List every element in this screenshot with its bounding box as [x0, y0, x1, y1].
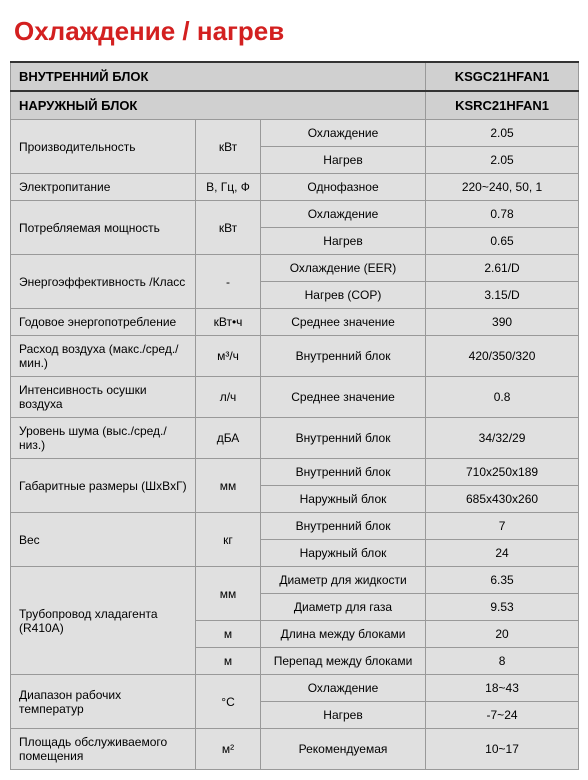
- cell-value: 0.78: [426, 201, 579, 228]
- cell-desc: Среднее значение: [261, 309, 426, 336]
- cell-value: 9.53: [426, 594, 579, 621]
- cell-desc: Внутренний блок: [261, 336, 426, 377]
- cell-desc: Диаметр для газа: [261, 594, 426, 621]
- cell-value: 710x250x189: [426, 459, 579, 486]
- cell-unit: кВт: [196, 201, 261, 255]
- cell-unit: кг: [196, 513, 261, 567]
- cell-label: Диапазон рабочих температур: [11, 675, 196, 729]
- cell-desc: Наружный блок: [261, 540, 426, 567]
- cell-value: 390: [426, 309, 579, 336]
- table-row: Производительность кВт Охлаждение 2.05: [11, 120, 579, 147]
- cell-label: Габаритные размеры (ШxВxГ): [11, 459, 196, 513]
- cell-unit: м³/ч: [196, 336, 261, 377]
- table-row: Площадь обслуживаемого помещения м² Реко…: [11, 729, 579, 770]
- cell-label: Площадь обслуживаемого помещения: [11, 729, 196, 770]
- table-row: Диапазон рабочих температур °С Охлаждени…: [11, 675, 579, 702]
- cell-desc: Нагрев: [261, 702, 426, 729]
- table-row: Трубопровод хладагента (R410A) мм Диамет…: [11, 567, 579, 594]
- indoor-unit-label: ВНУТРЕННИЙ БЛОК: [11, 62, 426, 91]
- cell-label: Энергоэффективность /Класс: [11, 255, 196, 309]
- cell-value: 8: [426, 648, 579, 675]
- page-title: Охлаждение / нагрев: [14, 16, 578, 47]
- cell-desc: Рекомендуемая: [261, 729, 426, 770]
- table-row: ВНУТРЕННИЙ БЛОК KSGC21HFAN1: [11, 62, 579, 91]
- cell-desc: Наружный блок: [261, 486, 426, 513]
- cell-value: 3.15/D: [426, 282, 579, 309]
- cell-desc: Среднее значение: [261, 377, 426, 418]
- table-row: Годовое энергопотребление кВт•ч Среднее …: [11, 309, 579, 336]
- cell-unit: мм: [196, 567, 261, 621]
- cell-label: Вес: [11, 513, 196, 567]
- table-row: Интенсивность осушки воздуха л/ч Среднее…: [11, 377, 579, 418]
- cell-value: 0.8: [426, 377, 579, 418]
- cell-label: Уровень шума (выс./сред./низ.): [11, 418, 196, 459]
- cell-desc: Перепад между блоками: [261, 648, 426, 675]
- cell-desc: Однофазное: [261, 174, 426, 201]
- cell-value: 2.61/D: [426, 255, 579, 282]
- outdoor-unit-label: НАРУЖНЫЙ БЛОК: [11, 91, 426, 120]
- cell-unit: л/ч: [196, 377, 261, 418]
- cell-label: Расход воздуха (макс./сред./мин.): [11, 336, 196, 377]
- cell-value: 20: [426, 621, 579, 648]
- cell-value: 24: [426, 540, 579, 567]
- table-row: Электропитание В, Гц, Ф Однофазное 220~2…: [11, 174, 579, 201]
- cell-desc: Охлаждение (EER): [261, 255, 426, 282]
- table-row: Расход воздуха (макс./сред./мин.) м³/ч В…: [11, 336, 579, 377]
- cell-value: 2.05: [426, 147, 579, 174]
- cell-value: 0.65: [426, 228, 579, 255]
- table-row: Энергоэффективность /Класс - Охлаждение …: [11, 255, 579, 282]
- cell-label: Электропитание: [11, 174, 196, 201]
- cell-desc: Внутренний блок: [261, 418, 426, 459]
- cell-value: 420/350/320: [426, 336, 579, 377]
- cell-label: Интенсивность осушки воздуха: [11, 377, 196, 418]
- cell-value: 18~43: [426, 675, 579, 702]
- cell-unit: мм: [196, 459, 261, 513]
- cell-desc: Внутренний блок: [261, 459, 426, 486]
- cell-unit: -: [196, 255, 261, 309]
- table-row: НАРУЖНЫЙ БЛОК KSRC21HFAN1: [11, 91, 579, 120]
- cell-unit: В, Гц, Ф: [196, 174, 261, 201]
- cell-desc: Нагрев: [261, 147, 426, 174]
- cell-value: 220~240, 50, 1: [426, 174, 579, 201]
- cell-desc: Диаметр для жидкости: [261, 567, 426, 594]
- cell-label: Производительность: [11, 120, 196, 174]
- cell-unit: м: [196, 621, 261, 648]
- cell-value: 7: [426, 513, 579, 540]
- cell-unit: м²: [196, 729, 261, 770]
- cell-unit: кВт: [196, 120, 261, 174]
- table-row: Уровень шума (выс./сред./низ.) дБА Внутр…: [11, 418, 579, 459]
- cell-value: -7~24: [426, 702, 579, 729]
- spec-table: ВНУТРЕННИЙ БЛОК KSGC21HFAN1 НАРУЖНЫЙ БЛО…: [10, 61, 579, 770]
- indoor-unit-model: KSGC21HFAN1: [426, 62, 579, 91]
- cell-desc: Охлаждение: [261, 201, 426, 228]
- cell-value: 6.35: [426, 567, 579, 594]
- cell-desc: Длина между блоками: [261, 621, 426, 648]
- cell-unit: °С: [196, 675, 261, 729]
- table-row: Вес кг Внутренний блок 7: [11, 513, 579, 540]
- cell-value: 10~17: [426, 729, 579, 770]
- outdoor-unit-model: KSRC21HFAN1: [426, 91, 579, 120]
- cell-value: 2.05: [426, 120, 579, 147]
- cell-desc: Нагрев (COP): [261, 282, 426, 309]
- cell-desc: Охлаждение: [261, 675, 426, 702]
- cell-label: Трубопровод хладагента (R410A): [11, 567, 196, 675]
- cell-unit: дБА: [196, 418, 261, 459]
- table-row: Габаритные размеры (ШxВxГ) мм Внутренний…: [11, 459, 579, 486]
- table-row: Потребляемая мощность кВт Охлаждение 0.7…: [11, 201, 579, 228]
- cell-label: Годовое энергопотребление: [11, 309, 196, 336]
- cell-unit: кВт•ч: [196, 309, 261, 336]
- cell-label: Потребляемая мощность: [11, 201, 196, 255]
- cell-desc: Охлаждение: [261, 120, 426, 147]
- cell-desc: Нагрев: [261, 228, 426, 255]
- cell-unit: м: [196, 648, 261, 675]
- cell-value: 685x430x260: [426, 486, 579, 513]
- cell-value: 34/32/29: [426, 418, 579, 459]
- cell-desc: Внутренний блок: [261, 513, 426, 540]
